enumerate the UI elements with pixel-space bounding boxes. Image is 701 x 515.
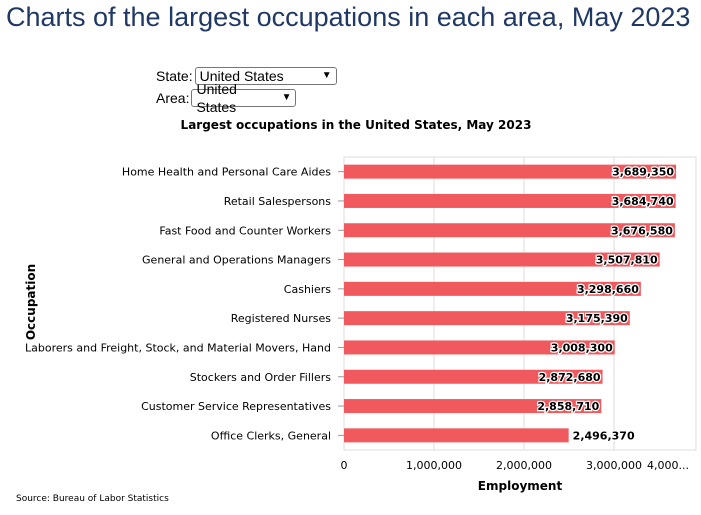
value-label: 3,676,580 [611, 224, 673, 237]
state-dropdown[interactable]: United States ▼ [194, 67, 337, 85]
bar [344, 252, 660, 267]
category-label: Office Clerks, General [211, 429, 331, 442]
state-selector: State: United States ▼ [156, 67, 337, 85]
x-tick-label: 0 [341, 459, 348, 472]
category-label: Cashiers [284, 283, 331, 296]
bar [344, 311, 630, 326]
category-label: Retail Salespersons [224, 195, 332, 208]
x-tick-label: 4,000... [647, 459, 689, 472]
area-value: United States [196, 81, 237, 115]
value-label: 3,175,390 [566, 312, 628, 325]
bar [344, 223, 675, 238]
bar [344, 164, 677, 179]
value-label: 2,496,370 [573, 429, 635, 442]
x-tick-label: 2,000,000 [496, 459, 552, 472]
state-label: State: [156, 68, 193, 84]
plot-frame [343, 156, 697, 451]
x-axis-title: Employment [478, 479, 563, 493]
value-label: 2,858,710 [537, 400, 599, 413]
value-label: 3,298,660 [577, 283, 639, 296]
value-label: 3,689,350 [612, 166, 674, 179]
bar [344, 399, 602, 414]
bar [344, 340, 615, 355]
category-label: Stockers and Order Fillers [190, 371, 332, 384]
chevron-down-icon: ▼ [321, 70, 332, 81]
category-label: General and Operations Managers [142, 254, 331, 267]
chart: 0 1,000,000 2,000,000 3,000,000 4,000... Larg… [24, 118, 697, 493]
category-label: Customer Service Representatives [141, 400, 331, 413]
page-title: Charts of the largest occupations in eac… [6, 2, 691, 32]
bar [344, 193, 676, 208]
x-tick-label: 1,000,000 [406, 459, 462, 472]
category-label: Registered Nurses [231, 312, 332, 325]
area-dropdown[interactable]: United States ▼ [191, 81, 297, 115]
value-label: 3,008,300 [551, 341, 613, 354]
bar [344, 281, 641, 296]
bar [344, 428, 569, 443]
chart-title: Largest occupations in the United States… [181, 118, 532, 132]
value-label: 2,872,680 [539, 371, 601, 384]
value-label: 3,507,810 [596, 254, 658, 267]
bar [344, 369, 603, 384]
value-label: 3,684,740 [612, 195, 674, 208]
x-tick-label: 3,000,000 [586, 459, 642, 472]
category-label: Laborers and Freight, Stock, and Materia… [25, 341, 331, 354]
category-label: Home Health and Personal Care Aides [122, 166, 331, 179]
area-selector: Area: United States ▼ [156, 81, 297, 115]
area-label: Area: [156, 90, 190, 106]
category-label: Fast Food and Counter Workers [159, 224, 331, 237]
state-value: United States [199, 68, 284, 84]
chevron-down-icon: ▼ [281, 92, 292, 103]
source-note: Source: Bureau of Labor Statistics [16, 494, 169, 504]
y-axis-title: Occupation [24, 264, 38, 340]
